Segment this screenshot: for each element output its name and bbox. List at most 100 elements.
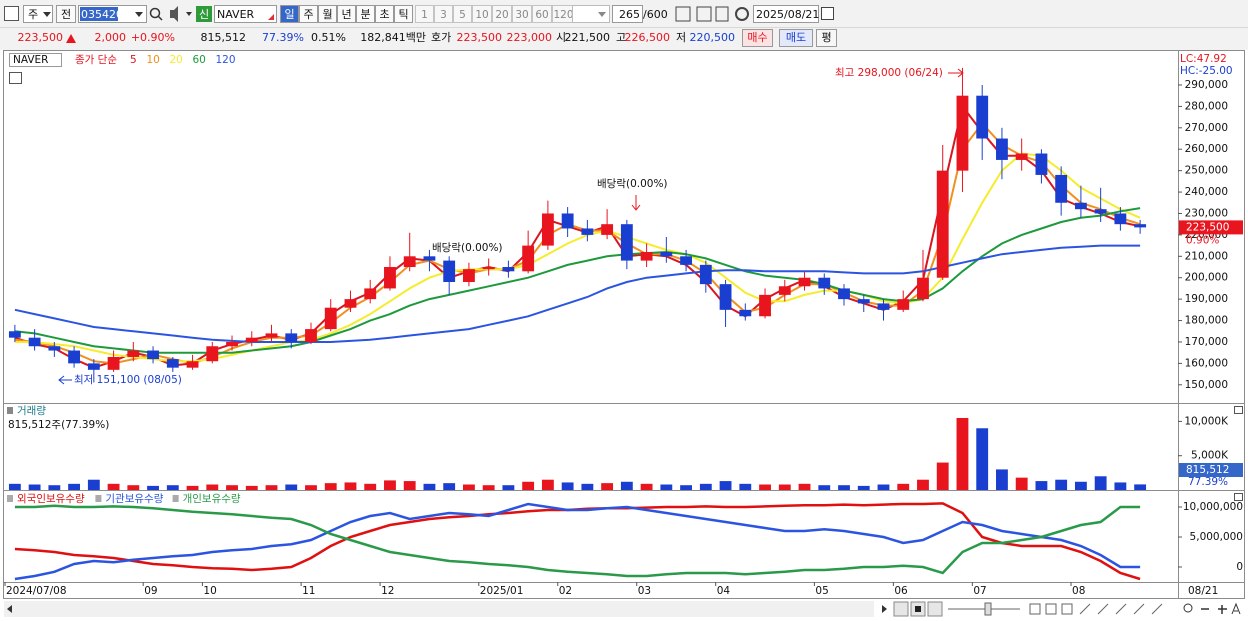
date-input[interactable] [753, 5, 819, 23]
candle-body [68, 350, 81, 364]
period-button[interactable] [299, 5, 318, 23]
low-arrow [58, 375, 72, 385]
volume-bar [838, 485, 850, 490]
quote-open-label: 시 [556, 31, 566, 44]
x-tick-label: 02 [559, 585, 572, 597]
moving-average-line [14, 244, 1141, 343]
candle-body [127, 350, 140, 357]
tool-icons[interactable] [1029, 603, 1073, 615]
name-input[interactable] [214, 5, 277, 23]
candle-body [324, 307, 337, 330]
scroll-right[interactable] [882, 605, 887, 613]
x-tick-label: 07 [973, 585, 986, 597]
interval-button[interactable] [512, 5, 532, 23]
y-tick-label: 150,000 [1185, 379, 1228, 391]
candle-body [699, 264, 712, 285]
interval-button[interactable] [492, 5, 512, 23]
volume-bar [620, 481, 633, 490]
volume-title: 거래량 [17, 405, 46, 417]
save-icon[interactable] [715, 6, 729, 22]
panel-close[interactable] [1234, 493, 1243, 501]
volume-bar [245, 485, 258, 490]
quote-high-label: 고 [616, 31, 626, 44]
volume-bar [107, 483, 120, 490]
volume-bar [759, 484, 771, 490]
calendar-icon[interactable] [821, 7, 834, 20]
y-tick-label: 250,000 [1185, 165, 1228, 177]
interval-select[interactable] [572, 5, 610, 23]
new-badge[interactable] [196, 6, 212, 22]
period-text: 년 [341, 8, 351, 21]
search-icon[interactable] [149, 7, 161, 19]
volume-bar [482, 485, 495, 490]
volume-bar [778, 484, 791, 490]
period-button[interactable] [337, 5, 356, 23]
prev-button[interactable] [56, 5, 76, 23]
y-tick-label: 200,000 [1185, 272, 1228, 284]
volume-bar [48, 485, 61, 490]
period-button[interactable] [318, 5, 337, 23]
volume-last-box [1179, 463, 1243, 477]
period-button[interactable] [375, 5, 394, 23]
legend-entry: 개인보유수량 [183, 493, 241, 505]
candle-body [976, 95, 989, 139]
y-tick-label: 10,000,000 [1183, 501, 1243, 513]
period-button[interactable] [356, 5, 375, 23]
volume-bar [857, 485, 870, 490]
count-max: /600 [643, 8, 668, 21]
volume-bar [226, 485, 238, 490]
scroll-left[interactable] [7, 605, 12, 613]
panel-close[interactable] [1234, 406, 1243, 414]
market-text: 주 [28, 8, 38, 21]
candle-body [778, 286, 791, 295]
interval-button[interactable] [472, 5, 492, 23]
count-input[interactable] [612, 5, 643, 23]
scroll-track[interactable] [4, 601, 874, 617]
x-tick-label: 2024/07/08 [6, 585, 67, 597]
tool-icon[interactable] [675, 6, 691, 22]
dropdown-arrow [186, 12, 192, 16]
legend-entry: 10 [147, 54, 160, 66]
period-text: 주 [303, 8, 313, 21]
tool-icon[interactable] [696, 6, 712, 22]
nav-button[interactable] [927, 601, 943, 617]
moving-average-line [14, 104, 1141, 369]
speaker-icon[interactable] [170, 6, 178, 22]
x-tick-label: 10 [203, 585, 216, 597]
period-button[interactable] [280, 5, 299, 23]
legend-entry: 60 [193, 54, 206, 66]
nav-button[interactable] [893, 601, 909, 617]
menu-icon[interactable] [4, 6, 19, 21]
volume-bar [463, 484, 475, 490]
candle-body [660, 252, 673, 257]
candle-body [561, 213, 574, 229]
settings-icon[interactable] [735, 7, 749, 21]
quote-eval: 평 [821, 31, 831, 44]
interval-button[interactable] [434, 5, 453, 23]
y-tick-label: 5,000,000 [1190, 531, 1243, 543]
zoom-buttons[interactable] [1201, 605, 1227, 614]
period-text: 월 [322, 8, 332, 21]
quote-eval-button[interactable] [816, 29, 837, 47]
interval-button[interactable] [453, 5, 472, 23]
volume-bar [640, 483, 653, 490]
volume-bar [364, 483, 377, 490]
zoom-icon[interactable] [1183, 603, 1193, 613]
candle-body [206, 346, 219, 362]
interval-button[interactable] [532, 5, 552, 23]
interval-button[interactable] [415, 5, 434, 23]
dropdown-arrow [43, 12, 51, 17]
market-select[interactable] [23, 5, 53, 23]
quote-buy: 매수 [747, 31, 767, 44]
draw-icons[interactable] [1079, 603, 1163, 615]
quote-sell-button[interactable] [779, 29, 813, 47]
candle-body [403, 256, 416, 268]
zoom-thumb[interactable] [984, 602, 992, 616]
font-button[interactable] [1231, 602, 1241, 615]
quote-buy-button[interactable] [742, 29, 773, 47]
period-button[interactable] [394, 5, 413, 23]
grid-toggle[interactable] [9, 72, 22, 84]
